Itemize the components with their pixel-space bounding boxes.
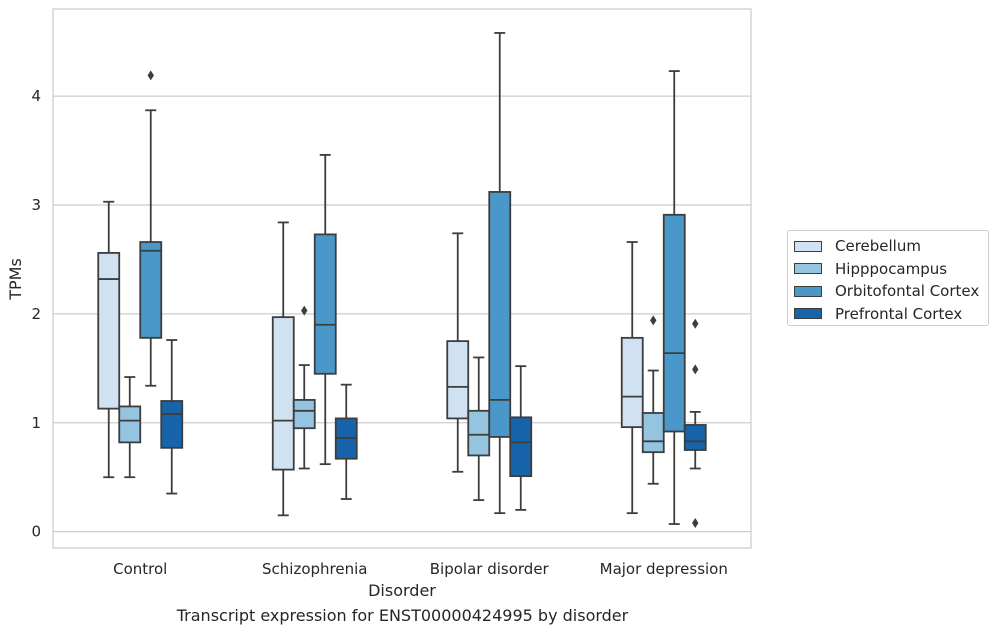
outlier-point [692,318,699,329]
box-orbitofontal-cortex [488,32,512,515]
box-iqr [662,213,686,433]
legend-swatch [794,285,822,297]
box-iqr [160,400,184,449]
box-hipppocampus [641,315,665,485]
box-prefrontal-cortex [509,365,533,511]
y-tick-label: 3 [31,196,41,214]
box-prefrontal-cortex [683,318,707,528]
x-tick-label: Schizophrenia [262,560,367,578]
box-cerebellum [620,241,644,515]
box-orbitofontal-cortex [313,154,337,466]
box-prefrontal-cortex [160,339,184,495]
x-tick-label: Major depression [600,560,728,578]
legend-swatch [794,308,822,320]
y-axis-label: TPMs [6,258,25,301]
legend-item: Orbitofontal Cortex [794,280,988,303]
box-hipppocampus [467,356,491,501]
box-iqr [292,399,316,430]
box-iqr [620,336,644,429]
outlier-point [301,305,308,316]
box-iqr [683,424,707,451]
x-axis-label: Disorder [368,581,436,600]
legend-label: Hipppocampus [835,259,948,278]
legend-swatch [794,240,822,252]
x-tick-label: Bipolar disorder [430,560,550,578]
box-iqr [641,412,665,454]
box-orbitofontal-cortex [662,70,686,525]
y-tick-label: 4 [31,87,41,105]
box-iqr [467,409,491,457]
box-series [97,32,707,528]
legend-item: Hipppocampus [794,258,988,281]
box-iqr [446,340,470,420]
figure-caption: Transcript expression for ENST0000042499… [176,606,629,625]
legend-label: Orbitofontal Cortex [835,282,980,301]
box-iqr [271,316,295,471]
box-hipppocampus [292,305,316,470]
x-tick-label: Control [113,560,167,578]
box-iqr [118,405,142,444]
outlier-point [692,364,699,375]
box-cerebellum [97,200,121,479]
x-tick-labels: Control Schizophrenia Bipolar disorder Majo… [113,560,728,578]
box-hipppocampus [118,376,142,479]
box-iqr [97,252,121,410]
box-iqr [509,416,533,478]
box-iqr [488,191,512,438]
box-cerebellum [271,221,295,517]
outlier-point [147,70,154,81]
legend-label: Cerebellum [835,237,921,256]
legend-item: Prefrontal Cortex [794,303,988,326]
legend-swatch [794,263,822,275]
outlier-point [650,315,657,326]
y-tick-label: 2 [31,305,41,323]
box-prefrontal-cortex [334,383,358,500]
box-iqr [139,241,163,339]
y-tick-label: 1 [31,414,41,432]
y-tick-label: 0 [31,523,41,541]
legend: Cerebellum Hipppocampus Orbitofontal Corte… [787,230,989,326]
legend-label: Prefrontal Cortex [835,304,963,323]
plot-frame [52,8,752,549]
outlier-point [692,517,699,528]
y-tick-labels: 0 1 2 3 4 [31,87,41,541]
box-cerebellum [446,232,470,473]
box-orbitofontal-cortex [139,70,163,387]
legend-item: Cerebellum [794,235,988,258]
box-iqr [313,233,337,375]
